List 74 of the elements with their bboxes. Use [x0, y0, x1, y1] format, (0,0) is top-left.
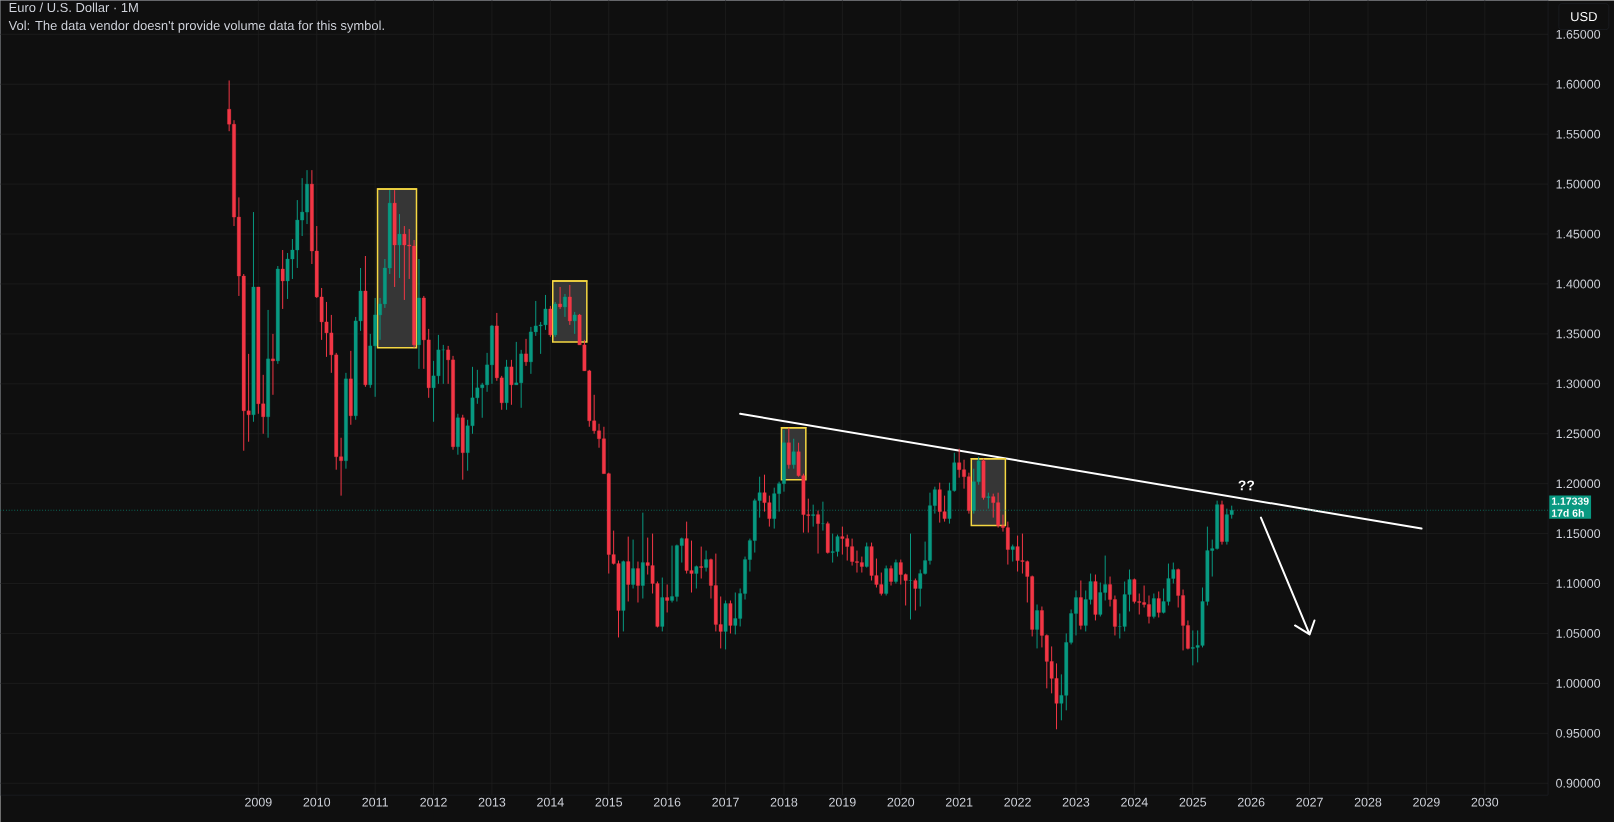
- x-tick-label: 2018: [770, 797, 798, 807]
- candlestick: [567, 284, 572, 326]
- x-tick-label: 2029: [1413, 797, 1440, 807]
- y-tick-label: 0.90000: [1556, 778, 1601, 788]
- x-tick-label: 2022: [1004, 797, 1031, 807]
- candlestick: [908, 533, 913, 620]
- candlestick: [704, 549, 708, 572]
- y-tick-label: 1.25000: [1556, 429, 1601, 439]
- candlestick: [636, 560, 640, 603]
- x-tick-label: 2024: [1121, 797, 1148, 807]
- candlestick: [786, 427, 791, 470]
- x-tick-label: 2027: [1296, 797, 1323, 807]
- y-tick-label: 1.15000: [1556, 529, 1601, 538]
- line-series: [1259, 516, 1316, 636]
- candlestick: [1035, 603, 1039, 649]
- candlestick: [572, 311, 577, 335]
- candlestick: [626, 536, 631, 602]
- y-tick-label: 1.65000: [1556, 29, 1601, 39]
- y-tick-label: 1.55000: [1556, 129, 1601, 139]
- x-tick-label: 2009: [245, 797, 272, 807]
- chart-title: Euro / U.S. Dollar · 1M: [9, 2, 138, 13]
- candlestick: [894, 558, 898, 584]
- x-tick-label: 2026: [1237, 797, 1265, 807]
- y-tick-label: 1.35000: [1556, 329, 1601, 339]
- x-tick-label: 2013: [478, 797, 506, 807]
- y-tick-label: 1.50000: [1556, 179, 1601, 189]
- y-tick-label: 1.60000: [1556, 79, 1601, 89]
- x-tick-label: 2023: [1062, 797, 1090, 807]
- y-tick-label: 1.30000: [1556, 379, 1601, 389]
- y-tick-label: 1.00000: [1556, 678, 1601, 688]
- x-tick-label: 2021: [945, 797, 973, 807]
- x-tick-label: 2015: [595, 797, 623, 807]
- ref-line-label: 1.17339: [1551, 497, 1589, 505]
- y-tick-label: 1.45000: [1556, 229, 1601, 239]
- annotation: ??: [1238, 480, 1255, 491]
- candlestick: [913, 577, 918, 611]
- candlestick: [640, 512, 645, 599]
- candlestick: [811, 504, 816, 528]
- candlestick: [816, 510, 820, 554]
- y-tick-label: 1.10000: [1556, 579, 1601, 588]
- y-tick-label: 1.40000: [1556, 279, 1601, 289]
- x-tick-label: 2014: [537, 797, 564, 807]
- x-tick-label: 2030: [1471, 797, 1499, 807]
- candlestick: [1152, 592, 1156, 619]
- candlestick: [524, 338, 528, 367]
- text: 17d 6h: [1551, 509, 1584, 517]
- candlestick: [509, 359, 514, 406]
- candlestick: [889, 564, 893, 586]
- x-tick-label: 2012: [420, 797, 447, 807]
- candlestick: [631, 539, 635, 589]
- candlestick: [665, 583, 670, 613]
- candlestick: [699, 545, 704, 579]
- x-tick-label: 2020: [887, 797, 915, 807]
- x-tick-label: 2011: [362, 797, 388, 807]
- candlestick: [271, 333, 275, 396]
- x-tick-label: 2028: [1354, 797, 1382, 807]
- y-axis-title: USD: [1571, 11, 1597, 22]
- candlestick: [864, 541, 869, 568]
- annotation: Vol: The data vendor doesn't provide volume data for this symbol.: [8, 20, 384, 33]
- candlestick: [791, 438, 796, 470]
- x-tick-label: 2019: [829, 797, 856, 807]
- y-tick-label: 1.20000: [1556, 479, 1601, 488]
- x-tick-label: 2010: [303, 797, 331, 807]
- x-tick-label: 2025: [1179, 797, 1207, 807]
- y-tick-label: 0.95000: [1556, 728, 1601, 738]
- candlestick: [558, 286, 562, 310]
- y-tick-label: 1.05000: [1556, 628, 1601, 638]
- candlestick: [280, 249, 285, 310]
- x-tick-label: 2016: [653, 797, 681, 807]
- candlestick: [728, 599, 733, 634]
- candlestick: [1156, 590, 1161, 618]
- candlestick: [563, 293, 567, 318]
- candlestick: [397, 213, 402, 279]
- x-tick-label: 2017: [712, 797, 739, 807]
